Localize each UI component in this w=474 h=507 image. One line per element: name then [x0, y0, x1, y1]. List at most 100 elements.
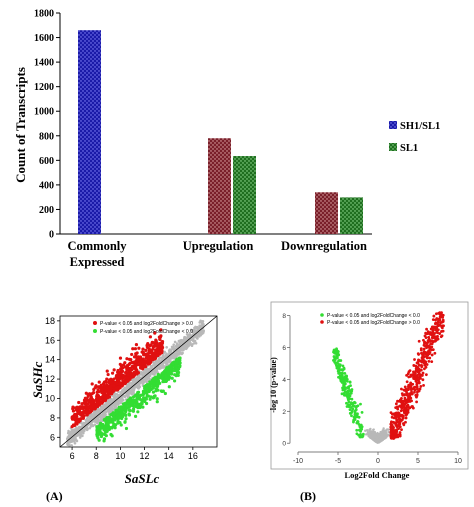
panel-a-y-tick-label: 14 — [45, 355, 55, 365]
panel-b-point-up — [398, 425, 402, 429]
panel-a-point-ns — [187, 344, 190, 348]
panel-b-point-up — [434, 312, 438, 316]
panel-a-point-up — [77, 410, 82, 414]
panel-b-point-up — [399, 409, 403, 413]
panel-a-point-down — [178, 361, 182, 365]
panel-b-point-down — [356, 412, 359, 416]
panel-b-y-axis-label: -log 10 (p-value) — [269, 357, 278, 413]
panel-b-legend-label-down: P-value < 0.05 and log2FoldChange < 0.0 — [327, 313, 420, 319]
panel-a-point-up — [75, 422, 79, 426]
panel-a-point-down — [152, 377, 156, 381]
panel-a-point-ns — [132, 390, 135, 394]
panel-a-point-ns — [103, 412, 106, 416]
panel-a-point-ns — [198, 326, 201, 329]
panel-b-point-down — [354, 405, 358, 409]
panel-b-point-up — [437, 311, 440, 315]
panel-a-point-up — [152, 344, 156, 348]
panel-b-point-ns — [380, 435, 384, 439]
panel-a-point-ns — [110, 406, 114, 409]
panel-b-point-up — [410, 405, 414, 408]
panel-b-point-up — [435, 330, 439, 334]
panel-b-point-down — [360, 410, 364, 414]
panel-a-point-ns — [112, 398, 115, 402]
panel-a-point-up — [121, 375, 126, 380]
panel-a-point-ns — [165, 352, 168, 355]
panel-a-point-ns — [126, 395, 130, 399]
panel-b-point-up — [398, 404, 402, 408]
panel-a-point-ns — [132, 386, 136, 389]
panel-b-point-up — [428, 356, 432, 360]
panel-a-point-ns — [109, 400, 112, 404]
panel-b-point-up — [439, 335, 443, 339]
panel-b-point-ns — [373, 430, 376, 434]
panel-b-point-up — [421, 371, 425, 375]
panel-b-point-up — [431, 333, 435, 337]
panel-b-point-up — [391, 434, 395, 438]
panel-a-point-up — [70, 415, 75, 420]
panel-b-point-up — [419, 347, 423, 351]
panel-b-point-up — [413, 377, 417, 381]
panel-a-legend-label-up: P-value < 0.05 and log2FoldChange > 0.0 — [100, 321, 193, 327]
panel-b-point-down — [336, 369, 340, 373]
panel-a-point-ns — [92, 414, 96, 418]
panel-a-point-up — [158, 352, 162, 356]
panel-b-x-tick-label: 10 — [454, 458, 462, 465]
panel-b-point-up — [436, 334, 439, 338]
panel-a-point-ns — [118, 398, 121, 402]
panel-b-point-up — [416, 387, 419, 391]
panel-a-point-ns — [78, 436, 82, 439]
panel-b-point-down — [359, 428, 363, 432]
panel-a-point-down — [109, 426, 113, 430]
panel-b-point-up — [395, 405, 399, 409]
panel-a-point-up — [75, 405, 79, 409]
panel-a-point-down — [146, 394, 151, 398]
panel-b-point-up — [418, 376, 422, 379]
panel-a-point-up — [90, 382, 94, 386]
panel-a-point-ns — [172, 349, 176, 353]
panel-a-point-ns — [199, 333, 202, 337]
panel-b-point-up — [389, 427, 393, 431]
panel-b-point-up — [436, 337, 440, 341]
panel-a-point-ns — [187, 341, 191, 345]
panel-a-points — [59, 315, 218, 448]
panel-b-point-down — [361, 432, 365, 436]
panel-a-point-up — [77, 400, 81, 405]
panel-b-point-up — [439, 311, 443, 315]
panel-a-point-ns — [107, 407, 111, 411]
panel-a-point-ns — [114, 404, 117, 407]
panel-a-point-up — [77, 419, 81, 424]
panel-a-point-ns — [95, 411, 98, 415]
panel-b-point-down — [342, 383, 346, 387]
panel-a-point-ns — [185, 332, 189, 336]
panel-a-point-down — [160, 389, 164, 394]
panel-a-point-ns — [162, 366, 166, 369]
panel-a-point-up — [89, 396, 93, 401]
panel-b-point-up — [423, 350, 427, 354]
panel-b-point-up — [425, 363, 429, 366]
panel-b-point-down — [348, 411, 352, 415]
panel-a-point-up — [150, 349, 154, 354]
panel-a-point-ns — [178, 339, 182, 342]
panel-b-point-down — [359, 402, 362, 406]
panel-b-point-down — [340, 373, 344, 377]
panel-a-point-down — [124, 426, 129, 431]
panel-a-point-down — [105, 429, 109, 433]
panel-a-point-ns — [100, 406, 103, 410]
panel-a-point-ns — [202, 329, 205, 332]
panel-a-point-ns — [172, 354, 176, 358]
panel-a-point-ns — [120, 390, 124, 394]
panel-a-point-ns — [178, 343, 181, 346]
panel-a-point-up — [88, 392, 92, 396]
panel-a-point-ns — [113, 395, 117, 399]
panel-a-point-up — [110, 381, 114, 385]
panel-a-point-up — [106, 372, 110, 377]
panel-a-point-up — [85, 410, 90, 414]
panel-b-point-up — [419, 385, 423, 388]
panel-a-point-ns — [137, 387, 140, 390]
panel-a-point-ns — [200, 321, 203, 324]
panel-a-point-ns — [70, 431, 74, 435]
panel-b-y-tick-label: 8 — [282, 313, 286, 320]
panel-a-point-down — [149, 380, 153, 384]
panel-a-point-down — [162, 379, 166, 384]
panel-b-point-up — [436, 328, 440, 332]
